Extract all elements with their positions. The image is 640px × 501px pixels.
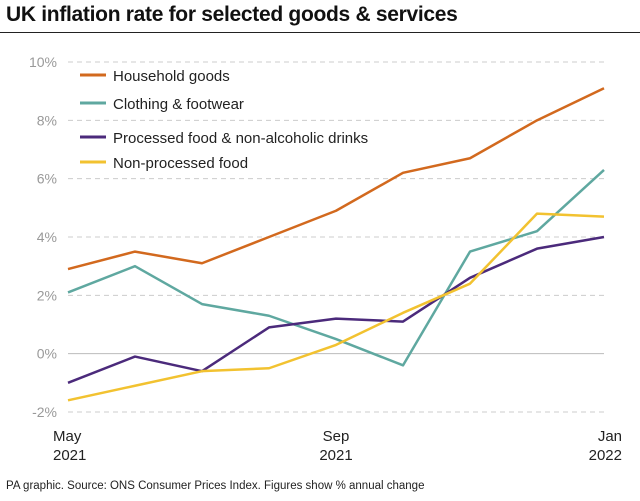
legend-label: Processed food & non-alcoholic drinks [113, 130, 368, 147]
series-line [67, 168, 605, 367]
legend-label: Non-processed food [113, 155, 248, 172]
y-tick-label: -2% [32, 404, 57, 420]
legend-label: Household goods [113, 68, 230, 85]
y-tick-label: 0% [37, 346, 57, 362]
y-tick-label: 10% [29, 54, 57, 70]
y-tick-label: 8% [37, 112, 57, 128]
source-footer: PA graphic. Source: ONS Consumer Prices … [6, 480, 425, 492]
x-tick-year: 2022 [589, 447, 622, 464]
series-line [67, 212, 605, 402]
x-tick-year: 2021 [53, 447, 86, 464]
y-tick-label: 4% [37, 229, 57, 245]
x-tick-label: Jan [598, 428, 622, 445]
line-chart: -2% 0% 2% 4% 6% 8% 10% May 2021 Sep 2021 Jan 2022 Hou… [29, 54, 622, 464]
y-tick-label: 2% [37, 287, 57, 303]
chart-title: UK inflation rate for selected goods & s… [6, 3, 458, 26]
legend-label: Clothing & footwear [113, 96, 244, 113]
series-line [67, 235, 605, 384]
title-divider [0, 32, 640, 33]
y-tick-label: 6% [37, 171, 57, 187]
x-tick-year: 2021 [319, 447, 352, 464]
x-tick-label: May [53, 428, 82, 445]
series-line [67, 87, 605, 271]
x-tick-label: Sep [323, 428, 350, 445]
